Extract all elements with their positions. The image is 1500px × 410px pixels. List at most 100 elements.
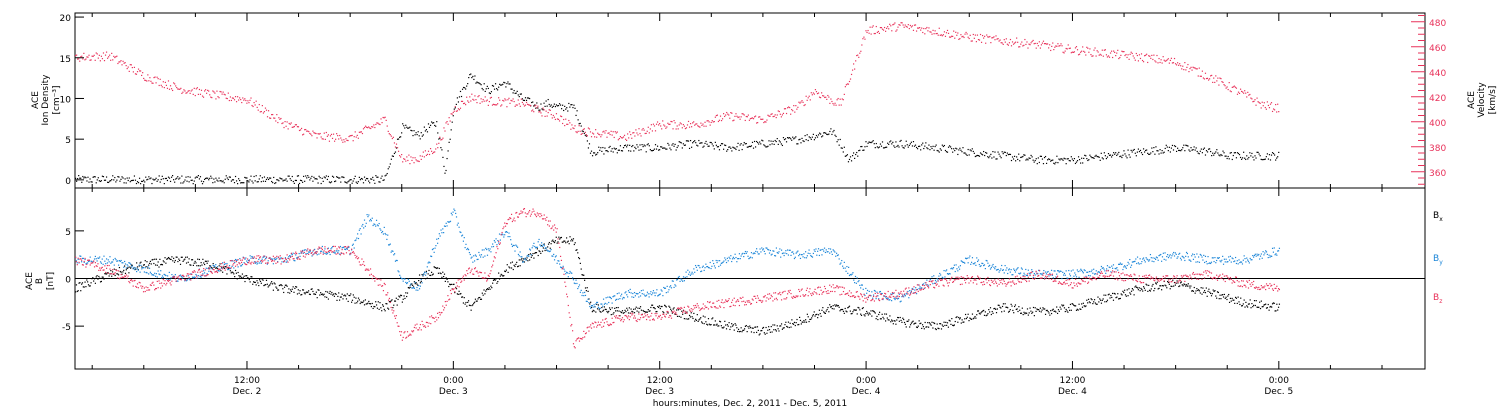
bx-point bbox=[292, 286, 294, 288]
bx-point bbox=[615, 310, 617, 312]
velocity-point bbox=[320, 136, 322, 138]
bx-point bbox=[375, 304, 378, 306]
by-point bbox=[439, 235, 441, 237]
by-point bbox=[467, 247, 469, 250]
by-point bbox=[701, 266, 704, 268]
by-point bbox=[355, 239, 357, 241]
bx-point bbox=[645, 311, 648, 313]
by-point bbox=[602, 298, 605, 300]
bx-point bbox=[798, 323, 800, 326]
velocity-point bbox=[195, 88, 197, 90]
density-point bbox=[1180, 150, 1182, 152]
density-point bbox=[1157, 150, 1159, 152]
bx-point bbox=[1168, 283, 1170, 285]
velocity-point bbox=[577, 130, 579, 133]
bx-point bbox=[161, 264, 164, 266]
bx-point bbox=[1172, 279, 1174, 281]
velocity-point bbox=[930, 31, 932, 33]
bx-point bbox=[170, 258, 172, 261]
by-point bbox=[857, 281, 859, 283]
density-point bbox=[176, 177, 178, 179]
velocity-point bbox=[182, 91, 184, 93]
velocity-point bbox=[1143, 55, 1146, 57]
by-point bbox=[115, 259, 117, 261]
density-point bbox=[259, 175, 261, 177]
velocity-point bbox=[570, 128, 572, 130]
velocity-point bbox=[474, 95, 476, 97]
by-point bbox=[895, 297, 897, 299]
bx-point bbox=[1146, 284, 1148, 286]
by-point bbox=[303, 249, 305, 251]
bx-point bbox=[1096, 303, 1098, 305]
density-point bbox=[914, 144, 917, 146]
bx-point bbox=[819, 312, 821, 315]
velocity-point bbox=[1180, 65, 1182, 67]
by-point bbox=[230, 260, 232, 262]
bx-point bbox=[398, 295, 400, 297]
bx-point bbox=[558, 236, 560, 238]
bx-point bbox=[407, 286, 409, 289]
velocity-point bbox=[149, 77, 151, 79]
bx-point bbox=[308, 293, 311, 295]
bx-point bbox=[781, 328, 784, 330]
by-point bbox=[231, 265, 233, 267]
density-point bbox=[235, 180, 238, 182]
by-point bbox=[994, 268, 996, 270]
velocity-point bbox=[1271, 110, 1274, 113]
density-point bbox=[296, 175, 299, 177]
bx-point bbox=[288, 288, 290, 290]
density-point bbox=[1039, 155, 1041, 157]
bx-point bbox=[668, 305, 670, 307]
velocity-point bbox=[1250, 97, 1252, 99]
density-point bbox=[1235, 157, 1238, 159]
bx-point bbox=[1117, 293, 1119, 295]
density-point bbox=[610, 150, 612, 152]
velocity-point bbox=[970, 40, 972, 42]
bx-point bbox=[1191, 290, 1193, 292]
bx-point bbox=[350, 293, 352, 295]
density-point bbox=[200, 180, 203, 182]
bx-point bbox=[302, 289, 305, 291]
bx-point bbox=[1010, 303, 1012, 305]
by-point bbox=[389, 243, 391, 245]
by-point bbox=[665, 292, 667, 294]
density-point bbox=[459, 90, 462, 93]
density-panel-frame bbox=[74, 12, 1426, 189]
density-point bbox=[1072, 159, 1074, 162]
by-point bbox=[87, 260, 90, 263]
density-point bbox=[191, 179, 193, 181]
bx-point bbox=[205, 260, 207, 262]
density-point bbox=[1267, 158, 1270, 160]
density-point bbox=[839, 138, 841, 141]
by-point bbox=[806, 255, 808, 257]
by-point bbox=[522, 261, 524, 263]
density-point bbox=[545, 100, 547, 102]
density-point bbox=[983, 150, 985, 153]
bx-point bbox=[981, 311, 983, 313]
by-point bbox=[157, 270, 159, 272]
velocity-point bbox=[824, 96, 826, 99]
velocity-point bbox=[305, 128, 307, 131]
by-point bbox=[156, 276, 158, 278]
density-point bbox=[549, 105, 551, 107]
velocity-point bbox=[554, 118, 557, 121]
density-point bbox=[386, 172, 388, 175]
by-point bbox=[578, 284, 581, 286]
velocity-point bbox=[653, 125, 656, 127]
density-point bbox=[315, 178, 317, 180]
bx-point bbox=[885, 320, 887, 322]
bx-point bbox=[578, 258, 581, 260]
velocity-point bbox=[913, 24, 916, 26]
by-point bbox=[653, 292, 655, 294]
by-point bbox=[470, 257, 472, 259]
bx-point bbox=[1214, 290, 1216, 292]
by-point bbox=[935, 281, 937, 283]
density-point bbox=[376, 176, 378, 178]
bx-point bbox=[716, 323, 718, 325]
by-point bbox=[332, 251, 335, 253]
bx-point bbox=[504, 270, 506, 272]
density-point bbox=[918, 145, 920, 148]
velocity-point bbox=[284, 121, 286, 123]
bx-point bbox=[452, 283, 454, 286]
velocity-point bbox=[1246, 96, 1248, 98]
